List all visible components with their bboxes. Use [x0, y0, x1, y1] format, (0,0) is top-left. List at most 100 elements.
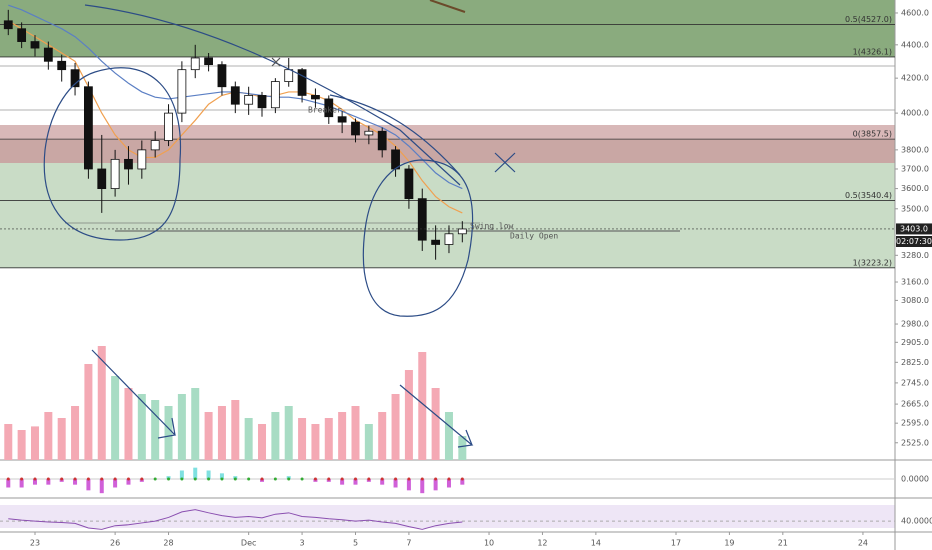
last-price-badge — [896, 223, 932, 235]
osc-bar — [73, 479, 78, 485]
volume-bar — [244, 418, 253, 460]
osc-bar — [460, 479, 465, 485]
volume-bar — [444, 412, 453, 460]
last-price: 3403.0 — [900, 224, 928, 233]
candle-body — [97, 168, 107, 190]
candle-body — [377, 130, 387, 151]
volume-bar — [311, 424, 320, 460]
volume-bar — [71, 406, 80, 460]
osc-dot — [100, 477, 104, 481]
osc-dot — [140, 477, 144, 481]
osc-dot — [73, 477, 77, 481]
osc-bar — [393, 479, 398, 488]
osc-dot — [126, 477, 130, 481]
arrow — [399, 384, 474, 448]
volume-bar — [57, 418, 66, 460]
fib-label: 0(3857.5) — [853, 130, 892, 139]
volume-bar — [338, 412, 347, 460]
osc-bar — [99, 479, 104, 494]
volume-bar — [4, 424, 13, 460]
candle-body — [324, 98, 334, 118]
x-tick-label: 21 — [778, 539, 788, 548]
osc-dot — [447, 477, 451, 481]
volume-bar — [124, 388, 133, 460]
candle-body — [70, 69, 80, 88]
osc-dot — [287, 477, 291, 481]
osc-dot — [273, 477, 277, 481]
volume-bar — [44, 412, 53, 460]
x-tick-label: 23 — [30, 539, 40, 548]
trend-curve — [329, 94, 461, 176]
volume-bar — [418, 352, 427, 460]
volume-bar — [177, 394, 186, 460]
candle-body — [364, 130, 374, 136]
osc-dot — [460, 477, 464, 481]
candle-body — [204, 57, 213, 66]
volume-bar — [378, 412, 387, 460]
x-tick-label: 28 — [163, 539, 173, 548]
candle-body — [110, 158, 120, 190]
annotation: Breaker — [308, 106, 342, 115]
y-tick-label: 3080.0 — [901, 296, 929, 305]
line — [429, 0, 466, 13]
volume-bar — [351, 406, 360, 460]
osc-bar — [126, 479, 131, 485]
candle-body — [244, 95, 254, 105]
osc-bar — [206, 470, 211, 479]
osc-dot — [180, 477, 184, 481]
volume-bar — [458, 436, 467, 460]
candle-body — [404, 168, 414, 200]
osc-bar — [353, 479, 358, 485]
candle-body — [124, 158, 133, 170]
volume-bar — [217, 406, 226, 460]
candle-body — [337, 116, 347, 123]
countdown: 02:07:30 — [896, 237, 932, 246]
x-tick-label: 10 — [484, 539, 494, 548]
volume-bar — [97, 346, 106, 460]
y-tick-label: 4400.0 — [901, 40, 929, 49]
osc-dot — [300, 477, 304, 481]
x-tick-label: 12 — [537, 539, 547, 548]
fib-label: 1(3223.2) — [853, 258, 892, 267]
y-tick-label: 3500.0 — [901, 204, 929, 213]
y-tick-label: 2595.0 — [901, 419, 929, 428]
osc-dot — [260, 477, 264, 481]
osc-bar — [179, 470, 184, 479]
candle-body — [84, 86, 93, 170]
candle-body — [57, 60, 67, 71]
annotation: Daily Open — [510, 232, 558, 241]
volume-bar — [324, 418, 333, 460]
osc-dot — [367, 477, 371, 481]
candle-body — [431, 239, 441, 245]
osc-dot — [353, 477, 357, 481]
candle-body — [17, 28, 27, 42]
candle-body — [417, 198, 427, 241]
osc-bar — [446, 479, 451, 488]
y-tick-label: 4600.0 — [901, 8, 929, 17]
x-tick-label: Dec — [241, 539, 256, 548]
y-tick-label: 3700.0 — [901, 164, 929, 173]
x-mark — [494, 152, 516, 173]
osc-bar — [340, 479, 345, 485]
x-tick-label: 7 — [406, 539, 411, 548]
y-tick-label: 2825.0 — [901, 358, 929, 367]
osc-dot — [167, 477, 171, 481]
countdown-badge — [896, 236, 932, 247]
candle-body — [30, 41, 40, 49]
circle — [362, 159, 474, 317]
osc-dot — [193, 477, 197, 481]
arrow — [91, 349, 177, 439]
candle-body — [284, 69, 294, 82]
y-tick-label: 2665.0 — [901, 400, 929, 409]
osc-dot — [313, 477, 317, 481]
osc-dot — [207, 477, 211, 481]
y-tick-label: 2980.0 — [901, 320, 929, 329]
fib-label: 1(4326.1) — [853, 47, 892, 56]
volume-bar — [111, 376, 120, 460]
osc-dot — [394, 477, 398, 481]
osc-bar — [193, 467, 198, 479]
volume-bar — [137, 394, 146, 460]
plot — [0, 4, 895, 460]
candle-body — [43, 47, 53, 62]
candle-body — [177, 69, 187, 114]
